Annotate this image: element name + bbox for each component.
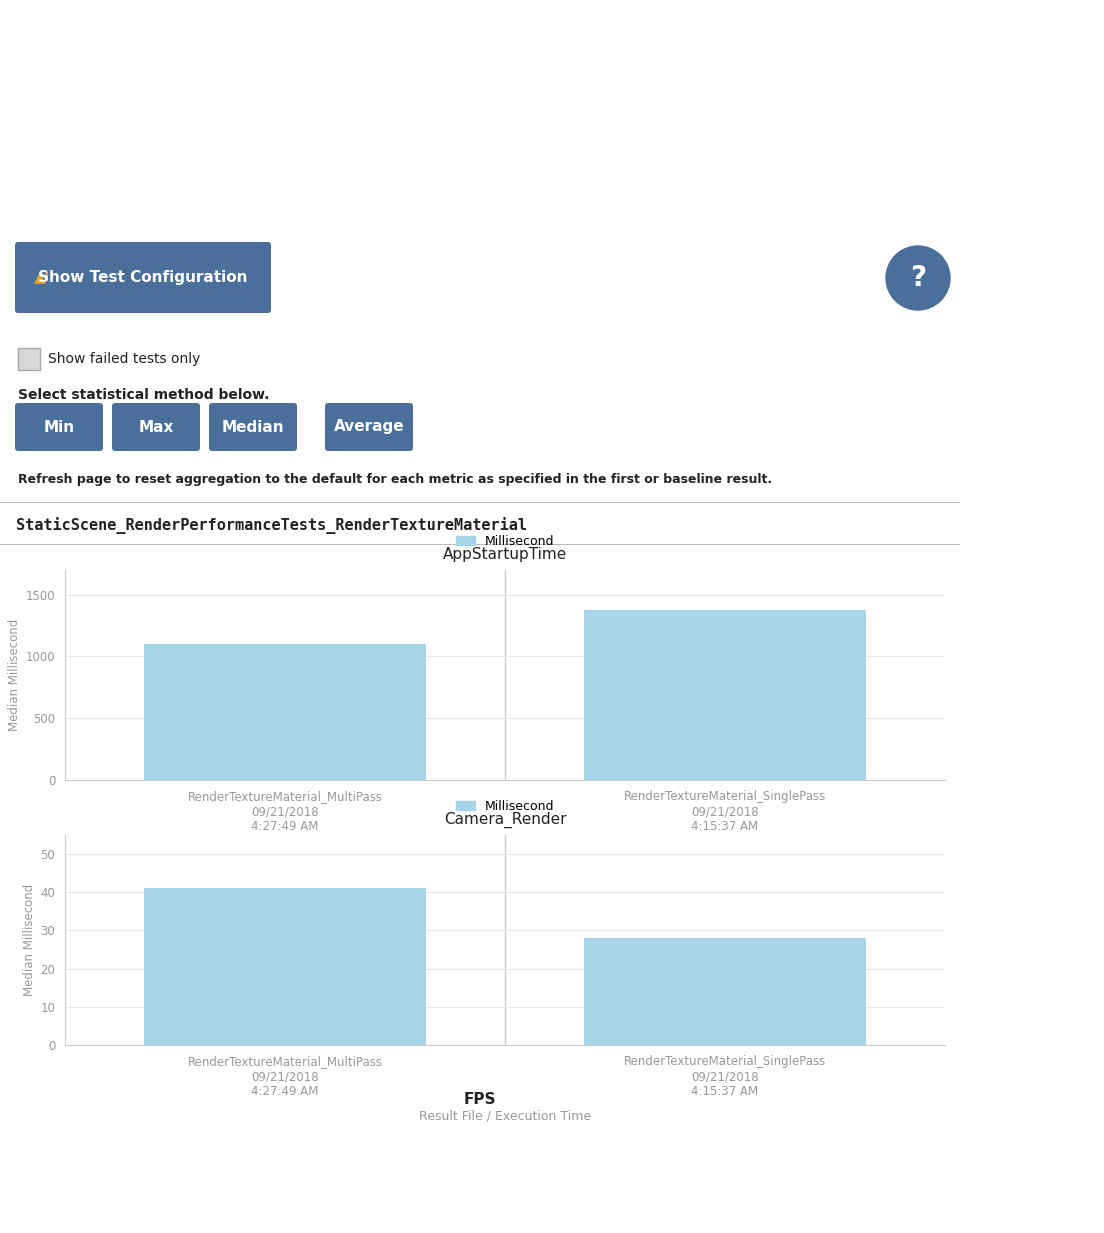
Text: Refresh page to reset aggregation to the default for each metric as specified in: Refresh page to reset aggregation to the… [18,473,772,487]
X-axis label: Result File / Execution Time: Result File / Execution Time [418,1110,591,1122]
Title: AppStartupTime: AppStartupTime [443,547,567,562]
X-axis label: Result File / Execution Time: Result File / Execution Time [418,845,591,857]
Text: Max: Max [138,419,173,434]
Title: Camera_Render: Camera_Render [444,811,566,829]
Bar [145,644,426,780]
FancyBboxPatch shape [325,403,413,451]
FancyBboxPatch shape [15,403,103,451]
Circle shape [887,247,951,309]
Text: FPS: FPS [464,1091,497,1106]
Text: Median: Median [222,419,285,434]
Y-axis label: Median Millisecond: Median Millisecond [9,619,21,731]
FancyBboxPatch shape [112,403,200,451]
Text: Performance Benchmark Report: Performance Benchmark Report [18,173,567,201]
Text: Show failed tests only: Show failed tests only [47,351,200,366]
Text: ▲: ▲ [34,270,46,285]
FancyBboxPatch shape [18,348,40,370]
Legend: Millisecond: Millisecond [450,795,559,817]
Bar [584,609,866,780]
Y-axis label: Median Millisecond: Median Millisecond [23,884,36,996]
Text: StaticScene_RenderPerformanceTests_RenderTextureMaterial: StaticScene_RenderPerformanceTests_Rende… [15,517,527,534]
Text: unity: unity [135,51,264,94]
Text: Average: Average [333,419,404,434]
Legend: Millisecond: Millisecond [450,530,559,554]
Text: Select statistical method below.: Select statistical method below. [18,388,269,402]
Text: Min: Min [43,419,75,434]
Text: !: ! [43,271,49,284]
Bar [584,938,866,1046]
FancyBboxPatch shape [209,403,297,451]
Bar [145,889,426,1046]
FancyBboxPatch shape [15,242,270,313]
Text: ?: ? [910,264,926,292]
Text: Show Test Configuration: Show Test Configuration [39,270,247,285]
